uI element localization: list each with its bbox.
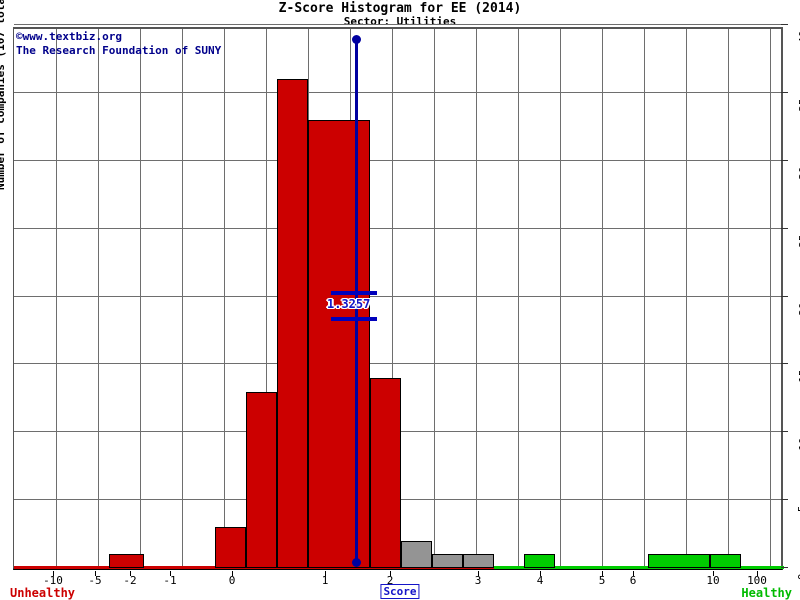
gridline-vertical	[686, 29, 687, 568]
x-tick-label: 0	[228, 574, 236, 587]
x-tick-mark	[325, 571, 326, 576]
gridline-vertical	[770, 29, 771, 568]
gridline-vertical	[98, 29, 99, 568]
gridline-horizontal	[14, 159, 781, 161]
gridline-vertical	[728, 29, 729, 568]
x-tick-label: 10	[706, 574, 720, 587]
baseline-segment-green	[494, 566, 784, 569]
y-tick-label: 25	[796, 234, 800, 248]
histogram-bar	[401, 540, 432, 568]
histogram-bar	[432, 554, 463, 568]
gridline-vertical	[518, 29, 519, 568]
x-tick-label: 4	[536, 574, 544, 587]
x-tick-label: -1	[163, 574, 177, 587]
x-tick-label: 3	[474, 574, 482, 587]
x-tick-mark	[95, 571, 96, 576]
histogram-bar	[277, 79, 308, 568]
y-tick-mark	[781, 91, 788, 93]
histogram-bar	[308, 120, 370, 568]
x-tick-label: 6	[629, 574, 637, 587]
histogram-bar	[246, 391, 277, 568]
x-tick-mark	[713, 571, 714, 576]
gridline-vertical	[182, 29, 183, 568]
histogram-bar	[710, 554, 741, 568]
gridline-vertical	[644, 29, 645, 568]
marker-bottom-dot	[352, 558, 361, 567]
y-tick-mark	[781, 363, 788, 365]
credits: ©www.textbiz.org The Research Foundation…	[16, 30, 221, 58]
marker-lower-crossbar	[331, 317, 377, 321]
x-tick-label: -2	[123, 574, 137, 587]
gridline-vertical	[434, 29, 435, 568]
y-tick-label: 5	[797, 506, 800, 513]
marker-vertical-line	[355, 39, 358, 562]
x-tick-label: -5	[88, 574, 102, 587]
healthy-label: Healthy	[741, 586, 792, 600]
histogram-bar	[370, 377, 401, 568]
y-tick-label: 30	[796, 166, 800, 180]
y-tick-label: 0	[797, 574, 800, 581]
histogram-bar	[109, 554, 144, 568]
histogram-bar	[648, 554, 710, 568]
y-tick-mark	[781, 499, 788, 501]
gridline-vertical	[392, 29, 393, 568]
x-tick-label: 2	[386, 574, 394, 587]
x-tick-mark	[170, 571, 171, 576]
y-tick-label: 15	[796, 369, 800, 384]
gridline-vertical	[476, 29, 477, 568]
gridline-vertical	[56, 29, 57, 568]
y-tick-mark	[781, 227, 788, 229]
gridline-horizontal	[14, 227, 781, 229]
gridline-vertical	[224, 29, 225, 568]
score-axis-label: Score	[380, 584, 420, 599]
y-tick-label: 40	[796, 30, 800, 44]
gridline-horizontal	[14, 24, 781, 25]
gridline-vertical	[560, 29, 561, 568]
credits-line-2: The Research Foundation of SUNY	[16, 44, 222, 57]
histogram-bar	[524, 554, 555, 568]
gridline-vertical	[266, 29, 267, 568]
y-tick-label: 10	[796, 437, 800, 451]
y-tick-label: 20	[796, 302, 800, 316]
y-tick-mark	[781, 295, 788, 297]
gridline-vertical	[602, 29, 603, 568]
marker-value-label: 1.3257	[327, 297, 371, 311]
marker-upper-crossbar	[331, 291, 377, 295]
x-tick-label: 100	[747, 574, 767, 587]
y-tick-mark	[781, 567, 788, 568]
x-tick-mark	[53, 571, 54, 576]
x-tick-mark	[602, 571, 603, 576]
x-tick-mark	[130, 571, 131, 576]
credits-line-1: ©www.textbiz.org	[16, 30, 122, 43]
y-tick-mark	[781, 24, 788, 25]
x-tick-mark	[540, 571, 541, 576]
gridline-horizontal	[14, 295, 781, 297]
x-tick-label: 5	[598, 574, 606, 587]
x-tick-mark	[757, 571, 758, 576]
histogram-bar	[463, 554, 494, 568]
chart-title: Z-Score Histogram for EE (2014)	[278, 1, 522, 16]
plot-area: 0 5 10 15 20 25 30 35 40 1.3257	[13, 24, 800, 580]
y-tick-mark	[781, 159, 788, 161]
histogram-bar	[215, 527, 246, 568]
x-tick-mark	[633, 571, 634, 576]
x-tick-label: -10	[43, 574, 63, 587]
y-tick-mark	[781, 431, 788, 433]
gridline-vertical	[140, 29, 141, 568]
y-tick-label: 35	[796, 98, 800, 112]
x-tick-label: 1	[321, 574, 329, 587]
gridline-horizontal	[14, 91, 781, 93]
unhealthy-label: Unhealthy	[10, 586, 76, 600]
gridline-horizontal	[14, 363, 781, 365]
x-tick-mark	[232, 571, 233, 576]
x-tick-mark	[478, 571, 479, 576]
marker-top-dot	[352, 35, 361, 44]
y-axis-label: Number of companies (107 total)	[0, 0, 7, 190]
x-tick-mark	[390, 571, 391, 576]
